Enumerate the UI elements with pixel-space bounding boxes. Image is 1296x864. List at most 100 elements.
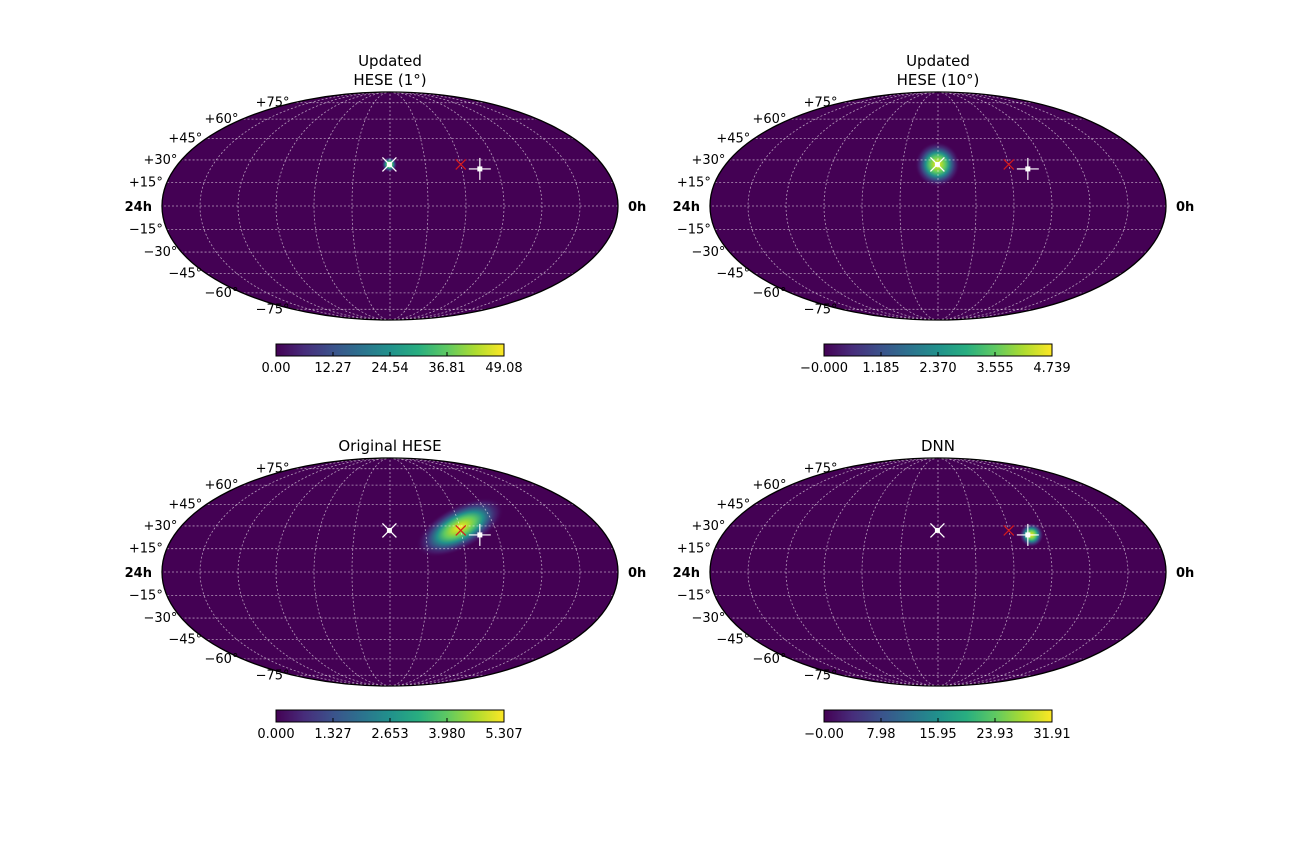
- ra-gridline: [937, 458, 1053, 686]
- event-x-marker: [381, 156, 397, 172]
- dec-tick-label: −60°: [205, 652, 239, 667]
- dec-tick-label: −60°: [753, 652, 787, 667]
- best-fit-x-marker: [1003, 524, 1015, 536]
- colorbar-tick-label: −0.00: [804, 727, 844, 742]
- dec-tick-label: +45°: [168, 498, 202, 513]
- dec-tick-label: −30°: [691, 611, 725, 626]
- colorbar-tick-label: 4.739: [1033, 361, 1070, 376]
- ra-label-right: 0h: [628, 200, 646, 215]
- ra-label-left: 24h: [125, 200, 152, 215]
- colorbar: −0.00 7.98 15.95 23.93 31.91: [804, 709, 1071, 742]
- colorbar-tick-label: 31.91: [1033, 727, 1070, 742]
- colorbar-tick-label: 24.54: [371, 361, 408, 376]
- ra-label-right: 0h: [1176, 200, 1194, 215]
- dec-tick-label: −45°: [716, 266, 750, 281]
- dec-tick-label: +75°: [804, 96, 838, 111]
- dec-tick-label: +75°: [256, 462, 290, 477]
- ra-gridline: [389, 92, 543, 320]
- dec-tick-label: −30°: [143, 245, 177, 260]
- ra-gridline: [747, 458, 939, 686]
- ra-gridline: [199, 458, 391, 686]
- panel-title: DNN: [921, 437, 955, 455]
- ra-gridline: [747, 92, 939, 320]
- probability-hotspot: [415, 497, 504, 558]
- dec-tick-label: −45°: [168, 266, 202, 281]
- source-plus-marker: [468, 157, 491, 180]
- colorbar-tick-label: 7.98: [867, 727, 896, 742]
- ra-gridline: [275, 458, 391, 686]
- ra-label-right: 0h: [1176, 566, 1194, 581]
- colorbar-tick-label: 2.370: [919, 361, 956, 376]
- ra-gridline: [937, 458, 1091, 686]
- best-fit-x-marker: [455, 524, 467, 536]
- sky-outline: [161, 457, 619, 687]
- dec-tick-label: +15°: [677, 542, 711, 557]
- ra-gridline: [389, 92, 581, 320]
- colorbar-tick-label: 0.00: [262, 361, 291, 376]
- dec-tick-label: −30°: [143, 611, 177, 626]
- panel-title: HESE (1°): [353, 71, 426, 89]
- dec-tick-label: +45°: [716, 498, 750, 513]
- ra-label-left: 24h: [673, 566, 700, 581]
- colorbar-tick-label: 3.555: [976, 361, 1013, 376]
- ra-gridline: [275, 92, 391, 320]
- skymap-panel-3: +75° +60°+45° +30° +15° −15° −30° −45°−60° −75°…: [125, 437, 647, 742]
- ra-gridline: [389, 92, 505, 320]
- colorbar-tick-label: 0.000: [257, 727, 294, 742]
- dec-tick-label: −30°: [691, 245, 725, 260]
- dec-tick-label: +45°: [168, 132, 202, 147]
- colorbar: 0.00 12.27 24.54 36.81 49.08: [262, 343, 523, 376]
- ra-gridline: [199, 92, 391, 320]
- ra-gridline: [937, 458, 1129, 686]
- ra-label-left: 24h: [125, 566, 152, 581]
- dec-tick-label: +30°: [143, 153, 177, 168]
- colorbar-tick-label: 49.08: [485, 361, 522, 376]
- dec-tick-label: +15°: [129, 542, 163, 557]
- dec-tick-label: −75°: [256, 668, 290, 683]
- panel-title: Original HESE: [338, 437, 441, 455]
- graticule: [162, 92, 618, 320]
- ra-gridline: [389, 458, 505, 686]
- source-plus-marker: [1016, 523, 1039, 546]
- sky-outline: [709, 91, 1167, 321]
- dec-tick-label: +60°: [205, 478, 239, 493]
- source-plus-marker: [1016, 157, 1039, 180]
- colorbar: −0.000 1.185 2.370 3.555 4.739: [800, 343, 1071, 376]
- ra-label-left: 24h: [673, 200, 700, 215]
- event-x-marker: [381, 522, 397, 538]
- dec-tick-label: −15°: [677, 222, 711, 237]
- ra-gridline: [237, 458, 391, 686]
- dec-tick-label: +60°: [205, 112, 239, 127]
- panel-title: HESE (10°): [897, 71, 980, 89]
- panel-title: Updated: [906, 52, 970, 70]
- dec-tick-label: −15°: [129, 222, 163, 237]
- best-fit-x-marker: [1003, 158, 1015, 170]
- dec-tick-label: −75°: [804, 668, 838, 683]
- colorbar: 0.000 1.327 2.653 3.980 5.307: [257, 709, 523, 742]
- colorbar-tick-label: 36.81: [428, 361, 465, 376]
- dec-tick-label: −15°: [677, 588, 711, 603]
- dec-tick-label: +30°: [143, 519, 177, 534]
- ra-gridline: [937, 92, 1129, 320]
- ra-gridline: [389, 458, 543, 686]
- dec-tick-label: +15°: [677, 176, 711, 191]
- dec-tick-label: −15°: [129, 588, 163, 603]
- graticule: [710, 92, 1166, 320]
- dec-tick-label: +30°: [691, 153, 725, 168]
- dec-tick-label: +30°: [691, 519, 725, 534]
- dec-tick-label: +60°: [753, 112, 787, 127]
- event-x-marker: [929, 522, 945, 538]
- sky-outline: [709, 457, 1167, 687]
- colorbar-tick-label: 1.185: [862, 361, 899, 376]
- source-plus-marker: [468, 523, 491, 546]
- dec-tick-label: −60°: [753, 286, 787, 301]
- graticule: [710, 458, 1166, 686]
- colorbar-tick-label: 12.27: [314, 361, 351, 376]
- dec-tick-label: +15°: [129, 176, 163, 191]
- dec-tick-label: −75°: [804, 302, 838, 317]
- ra-label-right: 0h: [628, 566, 646, 581]
- colorbar-tick-label: 15.95: [919, 727, 956, 742]
- ra-gridline: [823, 458, 939, 686]
- dec-tick-label: −45°: [168, 632, 202, 647]
